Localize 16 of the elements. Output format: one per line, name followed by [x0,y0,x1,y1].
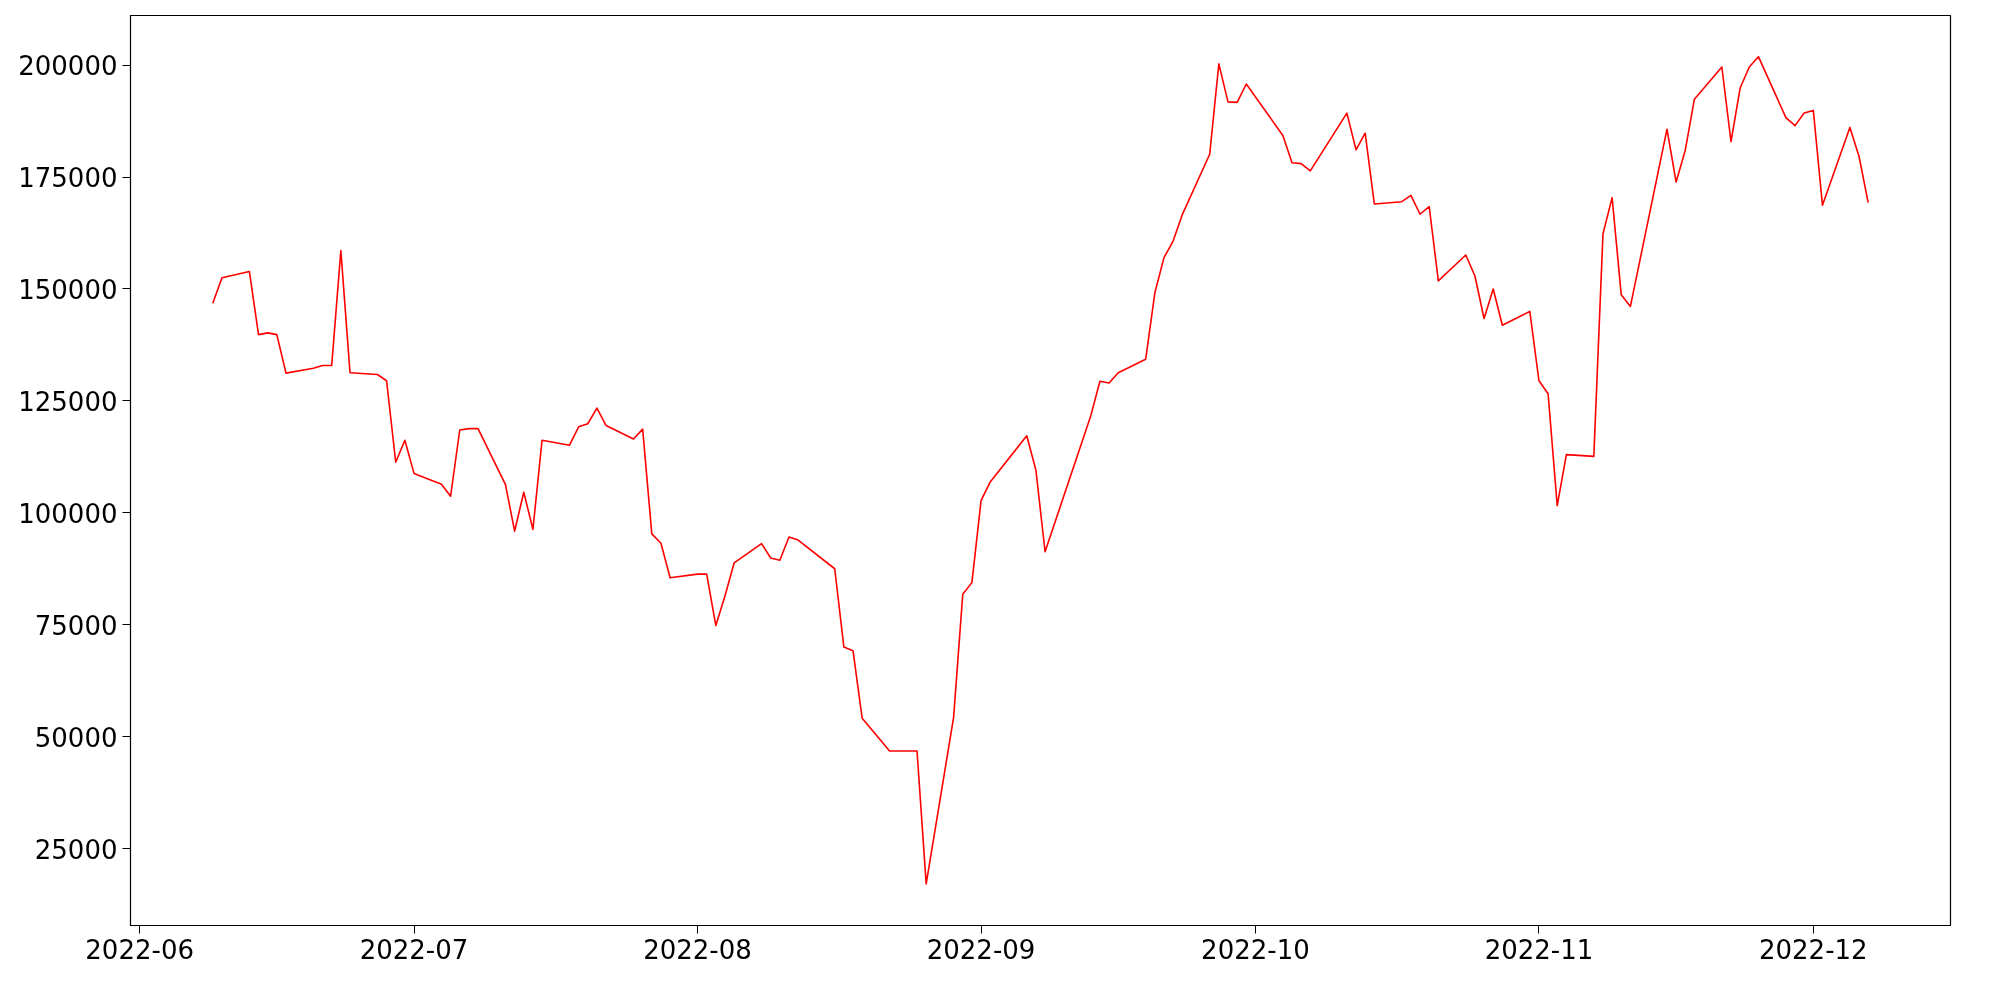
x-tick-label: 2022-07 [359,934,469,965]
x-tick-label: 2022-08 [643,934,752,965]
y-tick-label: 75000 [34,610,118,641]
x-tick-label: 2022-06 [85,934,194,965]
x-tick-label: 2022-12 [1759,934,1868,965]
y-tick-label: 100000 [18,498,118,529]
line-series [212,55,1869,885]
y-tick-label: 25000 [34,834,118,865]
x-tick-label: 2022-10 [1201,934,1310,965]
y-tick-label: 150000 [18,274,118,305]
y-tick-label: 50000 [34,722,118,753]
y-tick-label: 175000 [18,163,118,194]
x-tick-label: 2022-09 [926,934,1036,965]
y-tick-label: 200000 [18,51,118,82]
x-tick-label: 2022-11 [1484,934,1594,965]
y-tick-label: 125000 [18,386,118,417]
